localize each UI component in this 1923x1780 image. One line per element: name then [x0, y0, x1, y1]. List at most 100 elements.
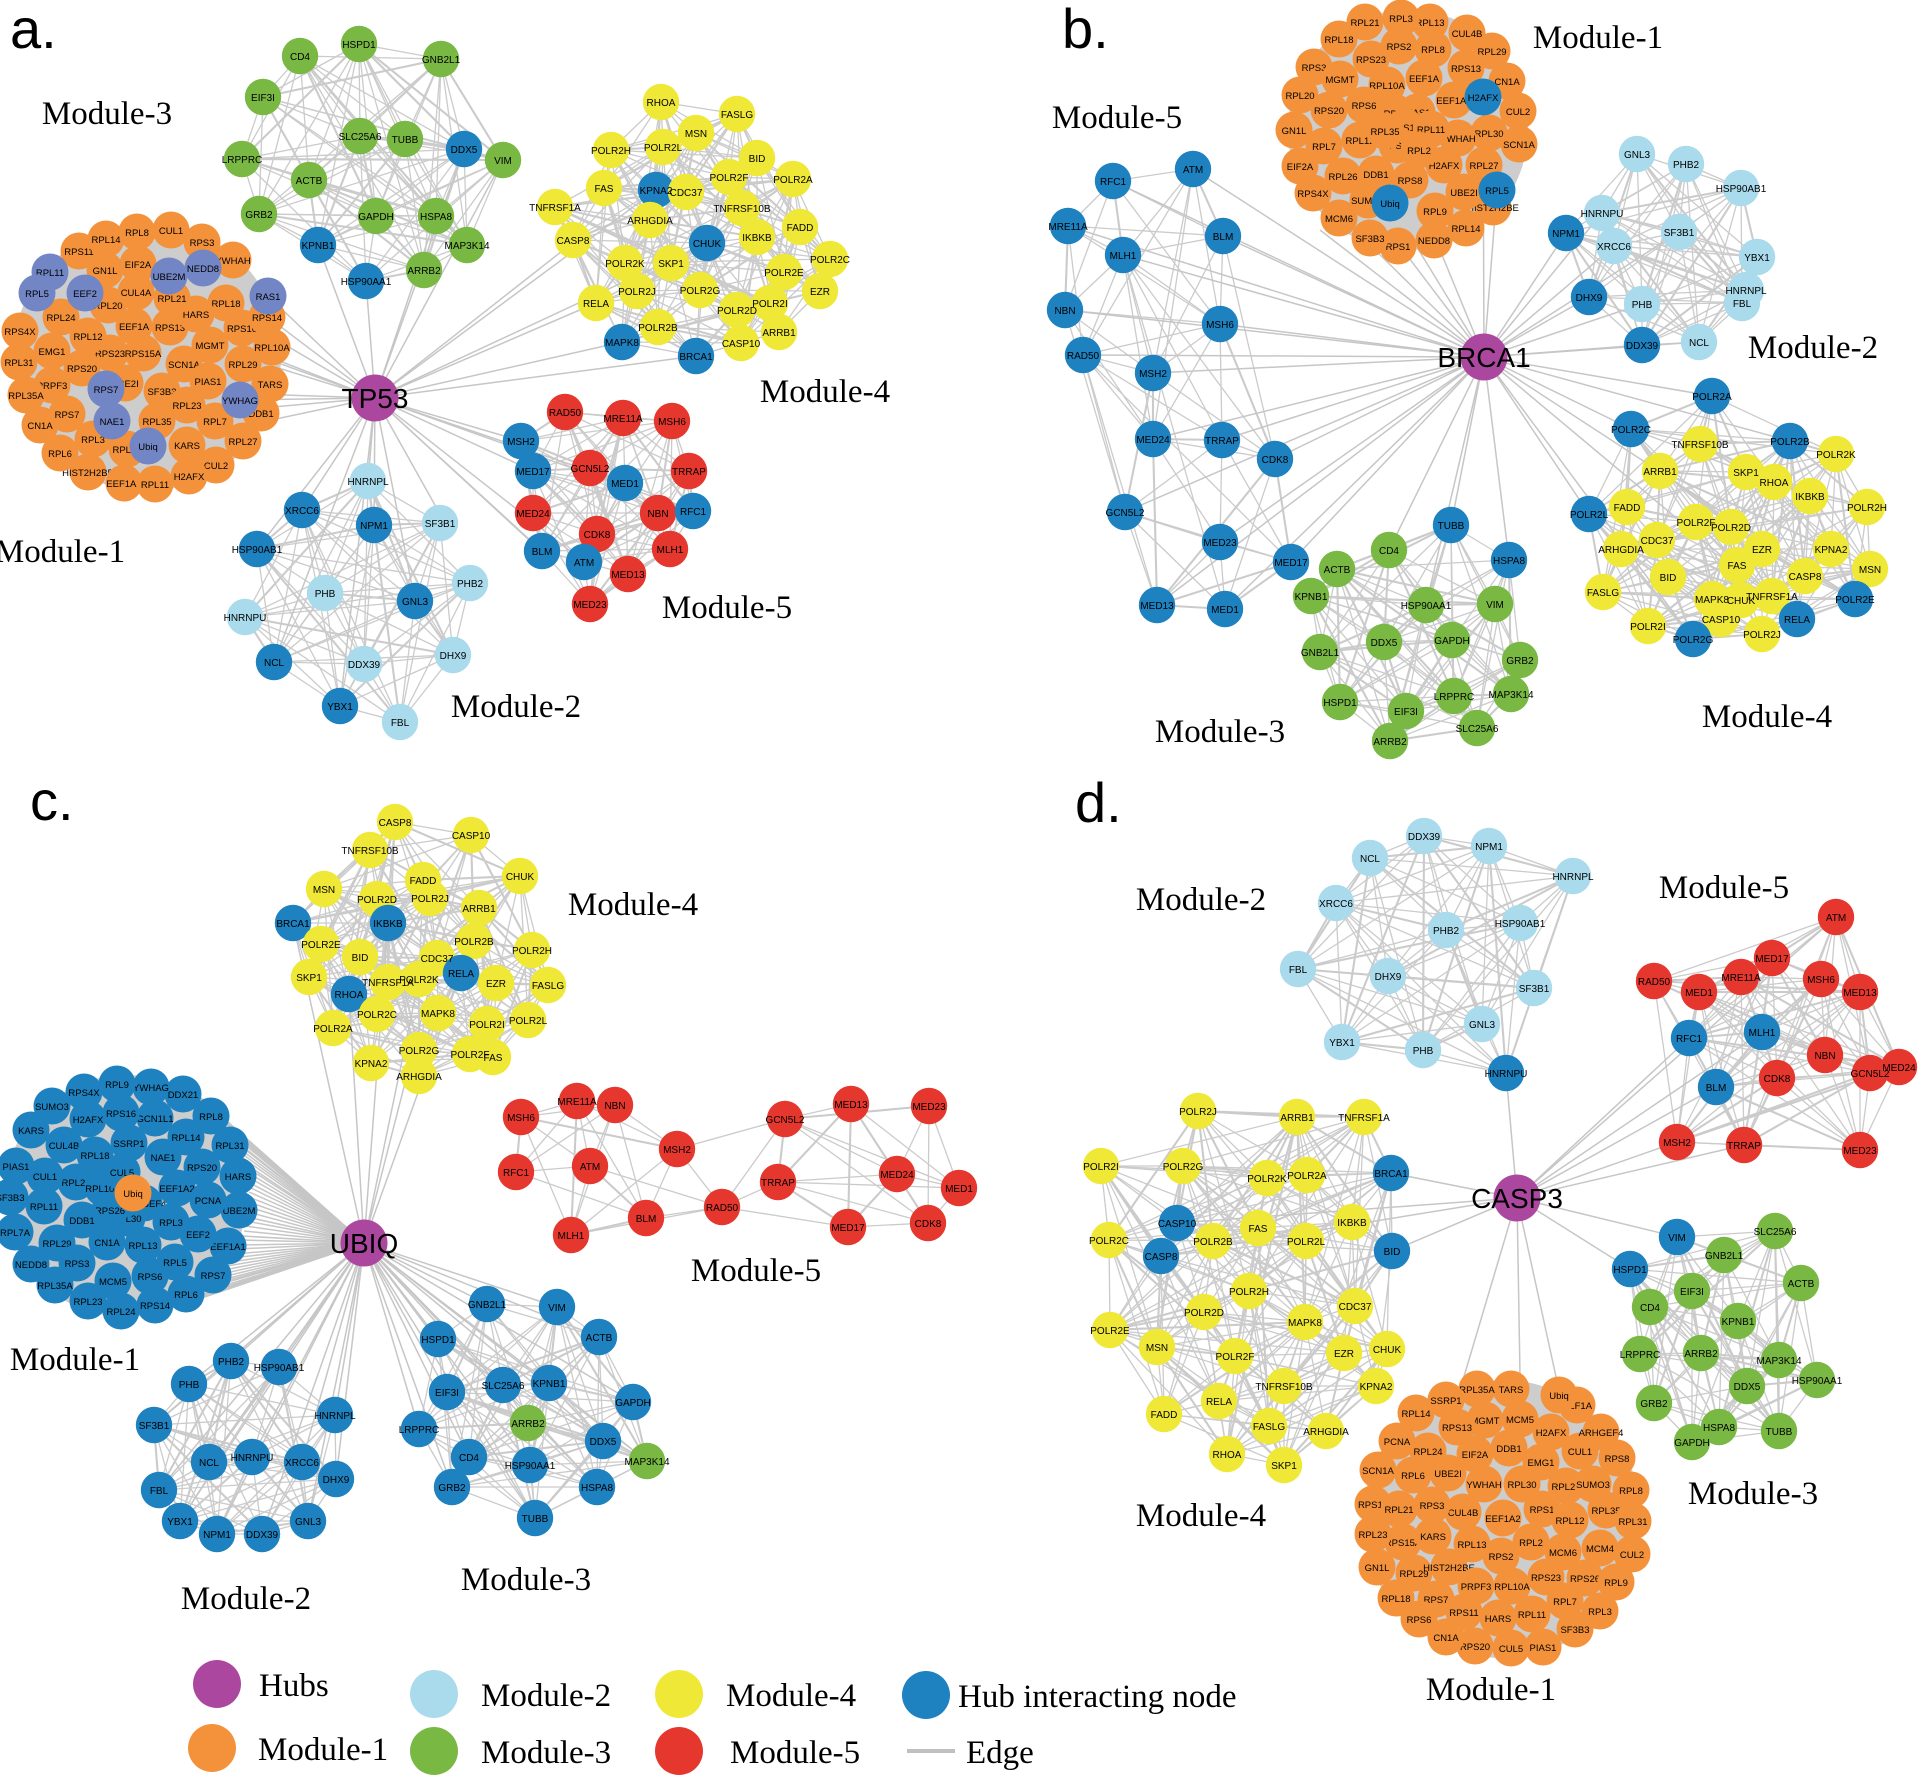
svg-text:MSH6: MSH6 [507, 1113, 535, 1124]
svg-text:TUBB: TUBB [522, 1514, 549, 1525]
svg-text:RPL35A: RPL35A [8, 391, 44, 402]
svg-text:EZR: EZR [810, 287, 830, 298]
svg-text:EEF1A2: EEF1A2 [1436, 96, 1471, 107]
svg-text:POLR2C: POLR2C [357, 1010, 397, 1021]
svg-text:MAP3K14: MAP3K14 [1488, 690, 1533, 701]
svg-text:POLR2B: POLR2B [638, 323, 678, 334]
svg-text:TNFRSF1A: TNFRSF1A [529, 203, 581, 214]
svg-text:RPL8: RPL8 [1421, 45, 1445, 56]
svg-text:RPL6: RPL6 [1401, 1471, 1425, 1482]
svg-text:RPL24: RPL24 [106, 1307, 135, 1318]
svg-text:Module-5: Module-5 [691, 1253, 821, 1289]
svg-text:POLR2B: POLR2B [454, 937, 494, 948]
svg-text:RPL21: RPL21 [157, 294, 186, 305]
svg-text:MED13: MED13 [1140, 601, 1174, 612]
svg-text:KPNB1: KPNB1 [1295, 592, 1328, 603]
svg-text:CHUK: CHUK [1373, 1345, 1402, 1356]
svg-text:MED23: MED23 [573, 600, 607, 611]
svg-text:RPL10A: RPL10A [85, 1184, 121, 1195]
svg-text:CUL1: CUL1 [33, 1172, 57, 1183]
svg-text:HSPA8: HSPA8 [420, 212, 452, 223]
svg-text:ARHGEF4: ARHGEF4 [1579, 1428, 1624, 1439]
svg-text:MED1: MED1 [1211, 605, 1239, 616]
svg-text:IKBKB: IKBKB [1337, 1218, 1367, 1229]
svg-text:RPL13: RPL13 [1415, 18, 1444, 29]
svg-text:TP53: TP53 [342, 383, 409, 414]
svg-text:ATM: ATM [1183, 165, 1203, 176]
svg-text:POLR2B: POLR2B [1770, 437, 1810, 448]
svg-text:RFC1: RFC1 [1676, 1034, 1703, 1045]
svg-text:POLR2K: POLR2K [1816, 450, 1856, 461]
svg-text:GCN5L2: GCN5L2 [766, 1115, 805, 1126]
svg-text:RPL5: RPL5 [1485, 186, 1509, 197]
svg-text:SF3B3: SF3B3 [1355, 234, 1384, 245]
svg-text:RPL23: RPL23 [73, 1297, 102, 1308]
svg-text:POLR2L: POLR2L [1287, 1237, 1326, 1248]
svg-text:POLR2J: POLR2J [411, 894, 449, 905]
svg-text:RPL11: RPL11 [36, 268, 64, 279]
svg-text:NEDD8: NEDD8 [187, 264, 219, 275]
svg-text:Module-2: Module-2 [1748, 330, 1878, 366]
svg-text:DDX39: DDX39 [348, 660, 381, 671]
svg-text:PIAS1: PIAS1 [195, 377, 222, 388]
svg-text:CDK8: CDK8 [1764, 1074, 1791, 1085]
svg-text:RELA: RELA [583, 299, 609, 310]
svg-text:RPL5: RPL5 [163, 1258, 187, 1269]
svg-text:EEF1A: EEF1A [1562, 1401, 1593, 1412]
svg-text:KPNA2: KPNA2 [355, 1059, 388, 1070]
svg-text:DDB1: DDB1 [248, 409, 273, 420]
svg-text:RPL7A: RPL7A [0, 1228, 31, 1239]
svg-text:YWHAH: YWHAH [215, 256, 251, 267]
svg-text:SUMO3: SUMO3 [1351, 196, 1385, 207]
svg-text:POLR2D: POLR2D [357, 895, 397, 906]
svg-text:CDC37: CDC37 [1339, 1302, 1372, 1313]
svg-text:RPL9: RPL9 [1423, 207, 1447, 218]
svg-text:MSH6: MSH6 [658, 417, 686, 428]
svg-text:POLR2D: POLR2D [1711, 523, 1751, 534]
svg-text:GAPDH: GAPDH [615, 1398, 651, 1409]
svg-text:SF3B1: SF3B1 [425, 519, 456, 530]
svg-text:POLR2F: POLR2F [1677, 518, 1716, 529]
svg-text:RPS6: RPS6 [1352, 101, 1377, 112]
svg-text:RPL12: RPL12 [1555, 1516, 1584, 1527]
svg-text:RPL7: RPL7 [203, 417, 227, 428]
svg-text:ARRB1: ARRB1 [1280, 1113, 1314, 1124]
svg-text:MRE11A: MRE11A [603, 414, 643, 425]
svg-text:UBIQ: UBIQ [330, 1228, 398, 1259]
svg-text:POLR2J: POLR2J [1743, 630, 1781, 641]
svg-text:RPS1: RPS1 [1530, 1505, 1555, 1516]
svg-text:CDC37: CDC37 [670, 188, 703, 199]
svg-text:POLR2G: POLR2G [1673, 635, 1714, 646]
svg-text:POLR2G: POLR2G [680, 286, 721, 297]
svg-text:ARRB2: ARRB2 [1373, 737, 1407, 748]
svg-text:RPL13: RPL13 [1457, 1540, 1486, 1551]
svg-text:POLR2C: POLR2C [810, 255, 850, 266]
svg-text:XRCC6: XRCC6 [285, 506, 319, 517]
svg-text:POLR2H: POLR2H [1847, 503, 1887, 514]
svg-text:MGMT: MGMT [1470, 1416, 1499, 1427]
svg-text:GCN5L2: GCN5L2 [1106, 508, 1145, 519]
svg-text:DDX39: DDX39 [246, 1530, 279, 1541]
svg-text:CASP10: CASP10 [722, 339, 761, 350]
svg-text:NBN: NBN [647, 509, 668, 520]
svg-text:NCL: NCL [1360, 854, 1380, 865]
svg-text:SF3B3: SF3B3 [1560, 1625, 1589, 1636]
svg-text:SLC25A6: SLC25A6 [1456, 724, 1499, 735]
svg-text:ARRB1: ARRB1 [762, 328, 796, 339]
svg-text:GNB2L1: GNB2L1 [422, 55, 461, 66]
svg-text:ARRB2: ARRB2 [1684, 1349, 1718, 1360]
svg-text:RPL29: RPL29 [1399, 1569, 1428, 1580]
svg-text:PCNA: PCNA [195, 1196, 222, 1207]
svg-text:MCM6: MCM6 [1325, 214, 1353, 225]
svg-text:RPL3: RPL3 [1389, 14, 1413, 25]
svg-text:POLR2E: POLR2E [1835, 595, 1875, 606]
svg-text:d.: d. [1075, 771, 1122, 834]
svg-text:b.: b. [1062, 0, 1109, 60]
svg-text:RPS6: RPS6 [1407, 1615, 1432, 1626]
svg-text:EEF1A2: EEF1A2 [159, 1184, 194, 1195]
svg-text:RPL21: RPL21 [61, 1178, 90, 1189]
svg-text:HSP90AB1: HSP90AB1 [1716, 184, 1767, 195]
svg-text:Module-1: Module-1 [258, 1732, 388, 1768]
svg-text:CUL4B: CUL4B [1448, 1508, 1479, 1519]
svg-text:HNRNPL: HNRNPL [314, 1411, 356, 1422]
